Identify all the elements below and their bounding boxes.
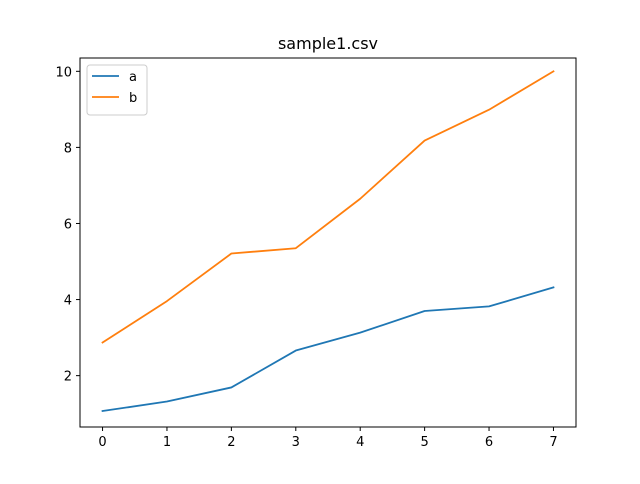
y-tick-label: 6 [64, 217, 72, 232]
x-tick-label: 4 [356, 435, 364, 450]
y-tick-label: 4 [64, 294, 72, 309]
series-line-a [101, 286, 555, 413]
x-tick-label: 1 [163, 435, 171, 450]
plot-frame [79, 57, 577, 428]
legend-box [86, 64, 148, 116]
axes: 0 1 2 3 4 5 6 7 2 4 6 8 10 [55, 57, 577, 450]
y-tick-label: 2 [64, 370, 72, 385]
legend-label-a: a [129, 70, 137, 85]
legend: ab [86, 64, 148, 116]
y-tick-label: 8 [64, 141, 72, 156]
plot-background [80, 58, 576, 427]
x-tick-label: 5 [420, 435, 428, 450]
x-tick-label: 6 [485, 435, 493, 450]
series-line-b [101, 70, 555, 344]
chart-title: sample1.csv [278, 34, 378, 53]
series-layer [101, 70, 555, 413]
x-tick-label: 0 [98, 435, 106, 450]
x-tick-label: 3 [292, 435, 300, 450]
x-tick-label: 2 [227, 435, 235, 450]
plot-area [80, 58, 576, 427]
x-tick-label: 7 [549, 435, 557, 450]
y-tick-label: 10 [55, 65, 72, 80]
legend-label-b: b [129, 91, 137, 106]
